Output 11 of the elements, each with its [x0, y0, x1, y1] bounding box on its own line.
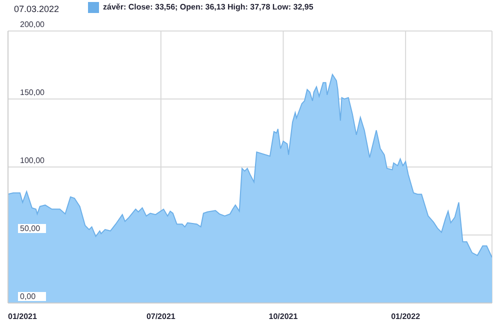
- x-tick-label: 10/2021: [268, 312, 298, 321]
- x-tick-label: 07/2021: [146, 312, 176, 321]
- y-tick-label: 50,00: [20, 224, 41, 233]
- text: 07.03.2022: [14, 4, 60, 14]
- legend-label: závěr: Close: 33,56; Open: 36,13 High: 37,78 Low: 32,95: [103, 2, 314, 12]
- y-tick-label: 200,00: [20, 20, 46, 29]
- x-tick-label: 01/2022: [391, 312, 421, 321]
- y-tick-label: 150,00: [20, 88, 46, 97]
- y-tick-label: 0,00: [20, 292, 36, 301]
- y-tick-label: 100,00: [20, 156, 46, 165]
- x-tick-label: 01/2021: [8, 312, 38, 321]
